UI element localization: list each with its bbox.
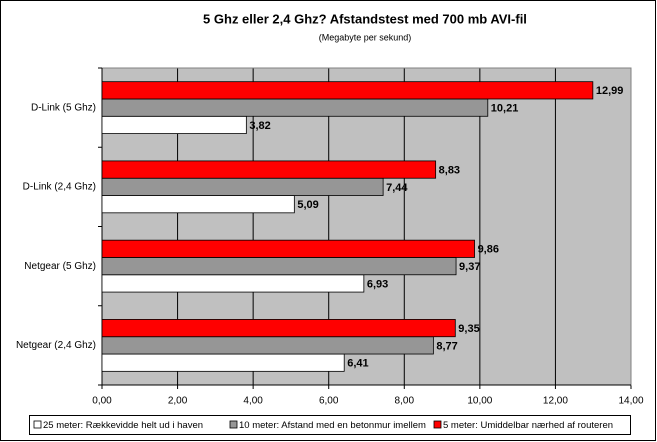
x-tick-label: 8,00: [395, 396, 415, 407]
bar: [101, 81, 594, 100]
legend-swatch: [33, 420, 42, 429]
chart-subtitle: (Megabyte per sekund): [319, 32, 412, 42]
bar: [101, 274, 365, 293]
bar: [101, 115, 247, 134]
bar: [101, 177, 384, 196]
y-tick-label: Netgear (2,4 Ghz): [16, 340, 96, 351]
legend-swatch: [433, 420, 442, 429]
value-label: 9,86: [478, 244, 499, 256]
value-label: 3,82: [249, 120, 270, 132]
x-tick-label: 14,00: [618, 396, 643, 407]
bar: [101, 195, 295, 214]
legend-box: [29, 415, 631, 435]
bar: [101, 353, 345, 372]
value-label: 9,35: [458, 323, 479, 335]
legend-label: 10 meter: Afstand med en betonmur imelle…: [239, 420, 426, 431]
y-tick-label: Netgear (5 Ghz): [24, 261, 96, 272]
x-tick-label: 2,00: [168, 396, 188, 407]
value-label: 5,09: [297, 199, 318, 211]
value-label: 7,44: [386, 182, 408, 194]
bar: [101, 336, 434, 355]
bar: [101, 98, 489, 117]
x-tick-label: 4,00: [243, 396, 263, 407]
value-label: 9,37: [459, 261, 480, 273]
legend-swatch: [229, 420, 238, 429]
value-label: 8,83: [439, 164, 460, 176]
legend-label: 25 meter: Rækkevidde helt ud i haven: [43, 420, 203, 431]
bar: [101, 239, 475, 258]
bar: [101, 160, 437, 179]
x-tick-label: 0,00: [92, 396, 112, 407]
y-tick-label: D-Link (2,4 Ghz): [23, 182, 96, 193]
bar: [101, 257, 457, 276]
x-tick-label: 12,00: [543, 396, 568, 407]
bar: [101, 319, 456, 338]
chart-title: 5 Ghz eller 2,4 Ghz? Afstandstest med 70…: [203, 11, 527, 26]
value-label: 12,99: [596, 85, 624, 97]
legend-label: 5 meter: Umiddelbar nærhed af routeren: [443, 420, 613, 431]
y-tick-label: D-Link (5 Ghz): [31, 102, 96, 113]
value-label: 6,93: [367, 278, 388, 290]
value-label: 10,21: [491, 103, 519, 115]
value-label: 6,41: [347, 358, 368, 370]
x-tick-label: 10,00: [467, 396, 492, 407]
x-tick-label: 6,00: [319, 396, 339, 407]
value-label: 8,77: [436, 340, 457, 352]
